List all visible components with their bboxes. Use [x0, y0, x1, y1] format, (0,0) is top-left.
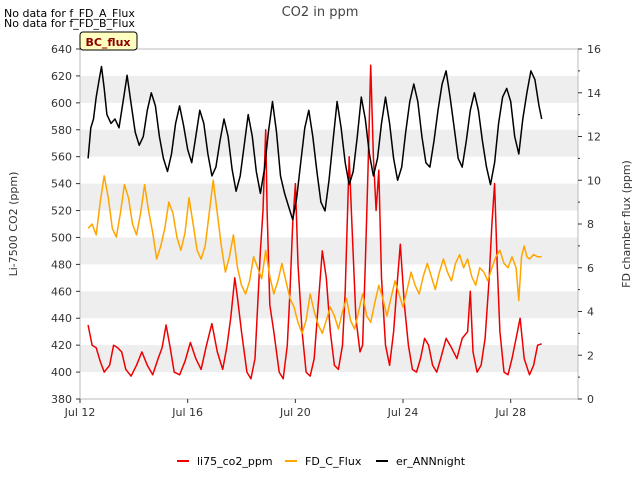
- y2-axis-title: FD chamber flux (ppm): [620, 160, 633, 288]
- chart-title: CO2 in ppm: [282, 5, 359, 20]
- y-axis-right: 0 2 4 6 8 10 12 14 16: [578, 43, 601, 406]
- legend: li75_co2_ppm FD_C_Flux er_ANNnight: [177, 455, 466, 468]
- y2-tick-label: 2: [587, 349, 594, 362]
- no-data-note-fd-b: No data for f_FD_B_Flux: [4, 17, 135, 30]
- y-tick-label: 380: [51, 393, 72, 406]
- series-line-er_ANNnight: [87, 65, 543, 221]
- y2-tick-label: 6: [587, 262, 594, 275]
- series-layer: [87, 64, 543, 380]
- legend-label-er_ANNnight: er_ANNnight: [396, 455, 466, 468]
- y-axis-title: Li-7500 CO2 (ppm): [7, 172, 20, 277]
- y2-tick-label: 10: [587, 174, 601, 187]
- y2-tick-label: 14: [587, 87, 601, 100]
- band: [80, 183, 578, 211]
- y-axis-left: 380 400 420 440 460 480 500 520 540 560 580 600 620 6…: [51, 43, 80, 406]
- y-tick-label: 580: [51, 124, 72, 137]
- y-tick-label: 540: [51, 178, 72, 191]
- y-tick-label: 440: [51, 312, 72, 325]
- bc-flux-badge: BC_flux: [79, 31, 138, 51]
- y-tick-label: 420: [51, 339, 72, 352]
- y2-tick-label: 4: [587, 306, 594, 319]
- bc-flux-label: BC_flux: [85, 36, 130, 49]
- band: [80, 129, 578, 157]
- y-tick-label: 620: [51, 70, 72, 83]
- y2-tick-label: 12: [587, 131, 601, 144]
- y-tick-label: 520: [51, 205, 72, 218]
- no-data-note-fd-a: No data for f_FD_A_Flux: [4, 7, 135, 20]
- legend-label-li75_co2_ppm: li75_co2_ppm: [197, 455, 273, 468]
- y2-tick-label: 0: [587, 393, 594, 406]
- band: [80, 345, 578, 373]
- y-tick-label: 460: [51, 285, 72, 298]
- series-line-li75_co2_ppm: [87, 64, 542, 380]
- band: [80, 75, 578, 103]
- y-tick-label: 480: [51, 258, 72, 271]
- y-tick-label: 500: [51, 231, 72, 244]
- x-tick-label: Jul 28: [494, 406, 526, 419]
- background-bands: [80, 75, 578, 373]
- y-tick-label: 600: [51, 97, 72, 110]
- x-tick-label: Jul 16: [171, 406, 203, 419]
- y-tick-label: 560: [51, 151, 72, 164]
- x-tick-label: Jul 20: [279, 406, 311, 419]
- x-tick-label: Jul 24: [387, 406, 419, 419]
- y2-tick-label: 8: [587, 218, 594, 231]
- series-line-FD_C_Flux: [87, 175, 542, 335]
- legend-label-FD_C_Flux: FD_C_Flux: [305, 455, 362, 468]
- y2-tick-label: 16: [587, 43, 601, 56]
- x-tick-label: Jul 12: [64, 406, 96, 419]
- y-tick-label: 400: [51, 366, 72, 379]
- y-tick-label: 640: [51, 43, 72, 56]
- x-axis: Jul 12 Jul 16 Jul 20 Jul 24 Jul 28: [64, 399, 526, 419]
